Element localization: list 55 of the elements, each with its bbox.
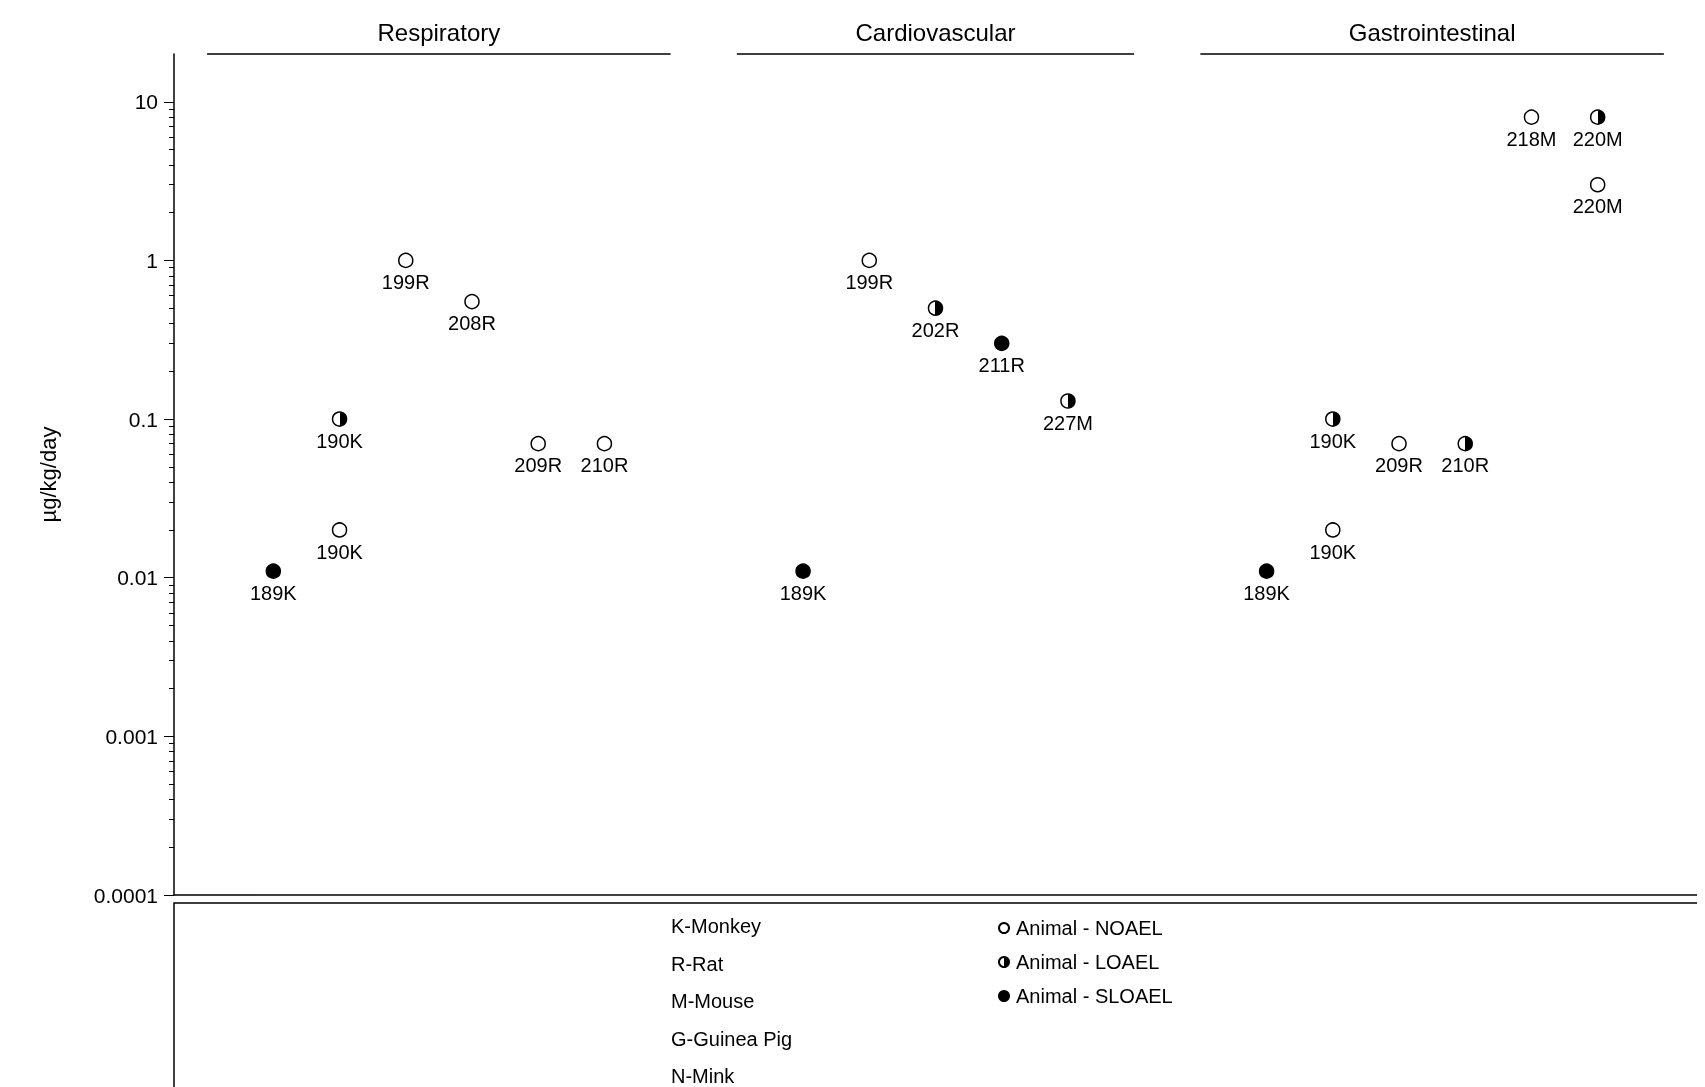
- text: N-Mink: [671, 1065, 736, 1087]
- point: [1258, 563, 1275, 579]
- category-label: 190K: [1309, 429, 1357, 452]
- point: [1589, 176, 1606, 193]
- point: [1325, 411, 1341, 427]
- y-tick-label: 0.01: [117, 566, 158, 590]
- x-tick-label: 202R: [911, 318, 960, 341]
- point: [398, 252, 414, 269]
- y-tick-label: 0.1: [128, 407, 158, 431]
- x-tick-label: 218M: [1506, 127, 1557, 150]
- y-tick-label: 0.001: [105, 724, 158, 748]
- category-label: 190K: [316, 429, 363, 452]
- point: [1523, 109, 1540, 125]
- x-tick-label: 209R: [514, 454, 563, 477]
- point: [530, 435, 546, 452]
- y-axis-title: µg/kg/day: [35, 426, 61, 523]
- y-tick-label: 0.0001: [93, 883, 158, 907]
- x-tick-label: 189K: [779, 581, 828, 604]
- x-tick-label: 189K: [249, 581, 298, 604]
- x-tick-label: 199R: [845, 271, 894, 294]
- legend-label: Animal - LOAEL: [1016, 951, 1160, 973]
- point: [1325, 522, 1341, 538]
- point: [1060, 393, 1076, 409]
- point: [331, 522, 348, 538]
- text: G-Guinea Pig: [671, 1027, 793, 1050]
- text: M-Mouse: [671, 990, 755, 1012]
- x-tick-label: 189K: [1243, 581, 1291, 604]
- x-tick-label: 209R: [1375, 454, 1423, 477]
- point: [331, 411, 348, 427]
- point: [596, 435, 613, 452]
- point: [1589, 109, 1606, 125]
- text: Gastrointestinal: [1348, 18, 1516, 46]
- x-tick-label: 227M: [1042, 411, 1093, 434]
- x-tick-label: 208R: [448, 312, 496, 335]
- x-tick-label: 210R: [580, 454, 629, 477]
- point: [927, 300, 944, 316]
- x-tick-label: 199R: [381, 271, 430, 294]
- point: [265, 563, 282, 579]
- text: Cardiovascular: [855, 18, 1016, 46]
- y-tick-label: 10: [134, 90, 158, 114]
- point: [1391, 435, 1407, 452]
- point: [464, 293, 480, 310]
- point: [1457, 435, 1473, 452]
- legend-label: Animal - NOAEL: [1016, 917, 1163, 939]
- legend-label: Animal - SLOAEL: [1016, 985, 1173, 1007]
- point: [795, 563, 811, 579]
- x-tick-label: 210R: [1441, 454, 1490, 477]
- y-tick-label: 1: [146, 248, 158, 272]
- category-label: 220M: [1572, 127, 1623, 150]
- text: R-Rat: [671, 952, 724, 975]
- text: Respiratory: [377, 18, 501, 46]
- x-tick-label: 211R: [978, 354, 1025, 377]
- point: [993, 335, 1010, 352]
- text: K-Monkey: [671, 915, 762, 937]
- point: [861, 252, 878, 269]
